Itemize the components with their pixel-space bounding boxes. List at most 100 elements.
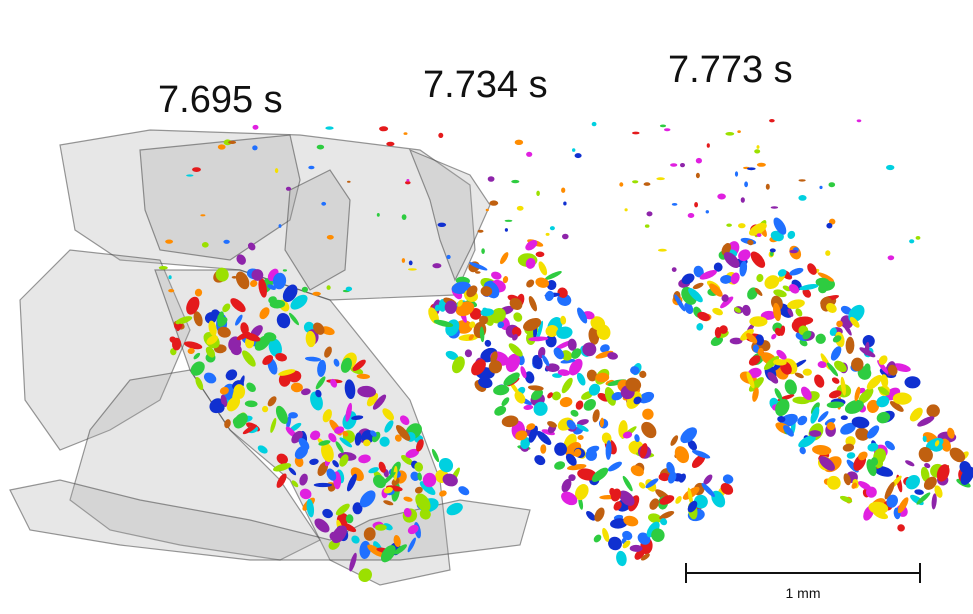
particle xyxy=(520,366,527,379)
particle xyxy=(534,455,546,466)
particle xyxy=(490,351,498,364)
particle xyxy=(570,409,579,417)
particle xyxy=(403,132,408,135)
particle xyxy=(477,229,484,233)
particle xyxy=(876,395,890,408)
particle xyxy=(905,475,921,490)
particle xyxy=(469,321,476,329)
particle xyxy=(561,377,573,394)
particle xyxy=(659,511,675,520)
particle xyxy=(481,248,485,255)
particle xyxy=(897,524,905,532)
particle xyxy=(561,491,578,506)
particle xyxy=(575,484,589,501)
particle xyxy=(590,316,606,331)
particle xyxy=(774,327,783,337)
particle xyxy=(737,130,741,134)
particle xyxy=(366,392,379,407)
particle xyxy=(749,316,768,327)
particle xyxy=(545,290,554,302)
particle xyxy=(773,289,787,298)
particle xyxy=(851,482,858,489)
particle xyxy=(809,430,822,437)
particle xyxy=(464,349,473,358)
particle xyxy=(251,269,264,281)
housing-shape xyxy=(19,249,191,451)
particle xyxy=(547,421,557,428)
particle xyxy=(591,467,609,482)
particle xyxy=(536,190,540,196)
particle xyxy=(359,490,376,508)
particle xyxy=(610,518,628,529)
particle xyxy=(696,323,704,331)
particle xyxy=(168,289,175,293)
particle xyxy=(242,424,257,435)
particle xyxy=(739,260,748,277)
particle xyxy=(242,350,256,367)
particle xyxy=(572,148,576,152)
particle xyxy=(562,233,569,240)
particle xyxy=(825,250,831,256)
particle xyxy=(917,416,935,427)
particle xyxy=(247,242,256,251)
particle xyxy=(573,448,582,458)
particle xyxy=(540,444,547,454)
particle xyxy=(394,544,407,555)
particle xyxy=(754,287,763,296)
particle xyxy=(201,242,209,248)
particle xyxy=(339,454,349,467)
particle xyxy=(755,334,765,346)
particle xyxy=(395,425,411,441)
particle xyxy=(446,254,451,260)
particle xyxy=(285,426,297,438)
particle xyxy=(619,490,635,506)
particle xyxy=(756,162,766,167)
particle xyxy=(269,299,286,309)
particle xyxy=(643,182,651,186)
particle xyxy=(434,304,441,312)
particle xyxy=(508,343,523,357)
particle xyxy=(561,187,566,193)
particle xyxy=(776,349,787,360)
particle xyxy=(294,456,304,468)
particle xyxy=(386,141,395,147)
particle xyxy=(577,434,584,441)
particle xyxy=(380,471,396,486)
particle xyxy=(756,233,762,238)
particle xyxy=(867,425,880,439)
particle xyxy=(328,432,337,443)
particle xyxy=(734,171,739,177)
particle xyxy=(171,337,182,351)
particle xyxy=(799,284,819,291)
particle xyxy=(646,211,653,217)
particle xyxy=(892,392,912,405)
particle xyxy=(576,419,589,426)
particle xyxy=(839,495,853,503)
particle xyxy=(535,277,549,288)
particle xyxy=(233,384,246,399)
particle xyxy=(345,286,353,292)
particle xyxy=(645,478,659,489)
particle xyxy=(671,267,677,272)
particle xyxy=(616,550,627,567)
particle xyxy=(756,273,764,283)
particle xyxy=(608,536,622,551)
particle xyxy=(795,308,803,317)
particle xyxy=(560,350,573,361)
particle xyxy=(826,422,836,431)
particle xyxy=(611,392,623,401)
particle xyxy=(324,346,332,358)
particle xyxy=(723,251,740,269)
particle xyxy=(873,466,894,477)
particle xyxy=(713,262,723,272)
particle xyxy=(622,540,631,549)
particle xyxy=(922,435,927,443)
particle xyxy=(854,386,861,402)
particle xyxy=(243,332,261,342)
particle xyxy=(815,277,830,287)
particle xyxy=(730,272,740,285)
particle xyxy=(192,167,201,173)
particle xyxy=(826,222,833,229)
particle xyxy=(931,493,937,510)
particle xyxy=(305,330,316,348)
